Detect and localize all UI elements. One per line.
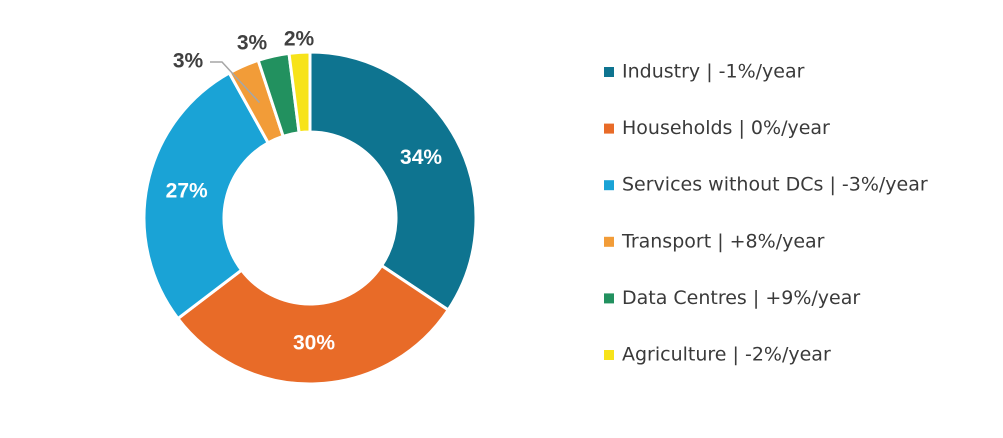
legend-swatch-data-centres (604, 293, 614, 304)
legend-item-data-centres: Data Centres | +9%/year (604, 287, 860, 309)
legend-label-agriculture: Agriculture | -2%/year (622, 344, 831, 366)
legend-swatch-households (604, 123, 614, 134)
legend-label-industry: Industry | -1%/year (622, 61, 805, 83)
legend-item-agriculture: Agriculture | -2%/year (604, 344, 831, 366)
legend-swatch-services-without-dcs (604, 180, 614, 191)
data-label-services-without-dcs: 27% (166, 180, 208, 203)
legend-item-households: Households | 0%/year (604, 117, 830, 139)
legend-swatch-industry (604, 67, 614, 77)
data-label-households: 30% (293, 331, 335, 354)
legend-label-transport: Transport | +8%/year (621, 230, 825, 252)
data-labels: 34% 30% 27% 3% 3% 2% (166, 28, 443, 355)
donut-slices (142, 50, 478, 386)
legend-item-industry: Industry | -1%/year (604, 61, 805, 83)
data-label-data-centres: 3% (237, 32, 268, 55)
legend-item-transport: Transport | +8%/year (604, 230, 825, 252)
legend-swatch-transport (604, 236, 614, 247)
legend-label-households: Households | 0%/year (622, 117, 830, 139)
slice-agriculture (287, 50, 312, 135)
legend: Industry | -1%/year Households | 0%/year S… (604, 61, 928, 366)
legend-label-services-without-dcs: Services without DCs | -3%/year (622, 174, 928, 196)
legend-swatch-agriculture (604, 350, 614, 360)
leader-lines (210, 61, 261, 104)
leader-line-transport (210, 61, 261, 104)
data-label-industry: 34% (400, 146, 442, 169)
legend-label-data-centres: Data Centres | +9%/year (622, 287, 860, 309)
legend-item-services-without-dcs: Services without DCs | -3%/year (604, 174, 928, 196)
slice-services-without-dcs (142, 70, 271, 321)
slice-industry (308, 50, 478, 313)
slice-households (175, 263, 451, 386)
data-label-agriculture: 2% (284, 28, 315, 51)
data-label-transport: 3% (173, 50, 204, 73)
